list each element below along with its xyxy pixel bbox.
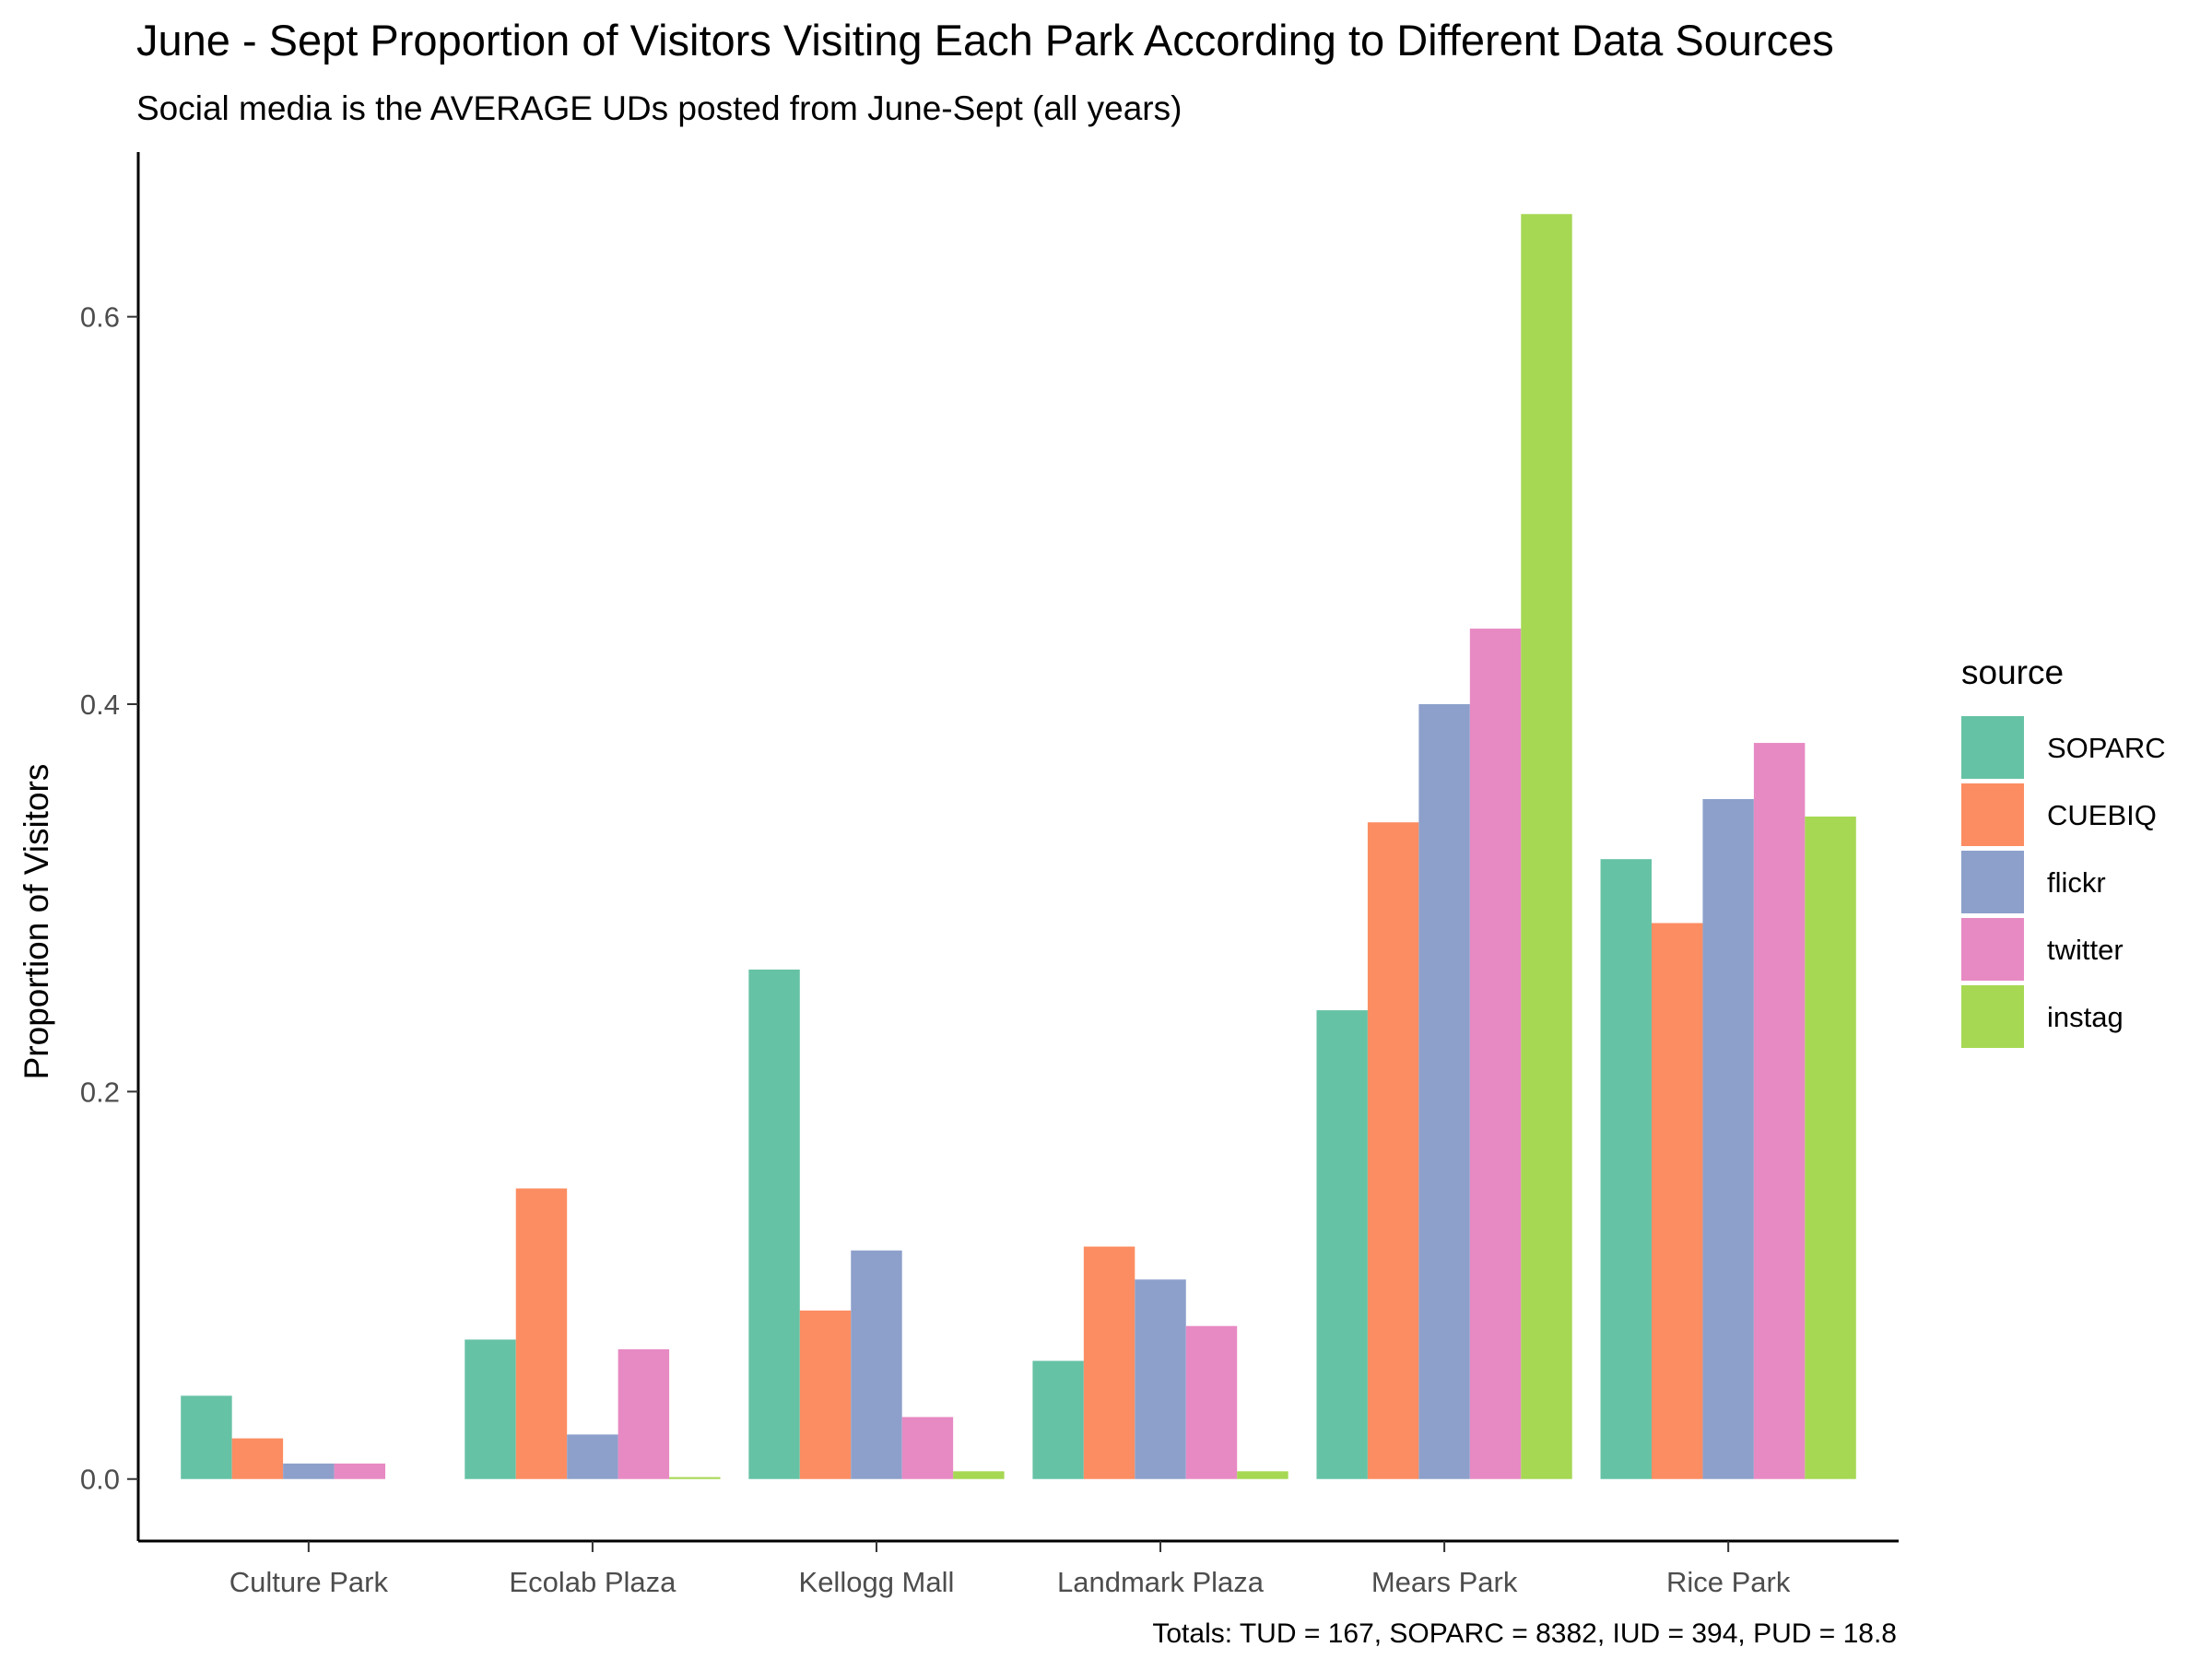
bar-twitter-landmark-plaza	[1185, 1325, 1238, 1479]
bars-layer	[181, 214, 1856, 1479]
bar-flickr-mears-park	[1418, 704, 1470, 1479]
bar-soparc-mears-park	[1316, 1010, 1368, 1479]
legend-key-cuebiq	[1961, 783, 2024, 846]
chart-subtitle: Social media is the AVERAGE UDs posted f…	[136, 89, 1182, 127]
bar-soparc-landmark-plaza	[1032, 1360, 1084, 1479]
bar-flickr-kellogg-mall	[851, 1250, 902, 1479]
bar-instag-landmark-plaza	[1237, 1471, 1288, 1479]
bar-instag-ecolab-plaza	[669, 1477, 721, 1479]
legend-key-flickr	[1961, 851, 2024, 913]
bar-cuebiq-kellogg-mall	[799, 1310, 852, 1479]
legend-label-instag: instag	[2047, 1001, 2124, 1033]
bar-cuebiq-ecolab-plaza	[515, 1188, 568, 1479]
bar-cuebiq-rice-park	[1651, 923, 1703, 1479]
x-ticks: Culture Park Ecolab Plaza Kellogg Mall Land…	[229, 1541, 1791, 1598]
legend-key-instag	[1961, 985, 2024, 1048]
bar-instag-mears-park	[1521, 214, 1572, 1479]
x-tick-label-ecolab-plaza: Ecolab Plaza	[509, 1566, 677, 1598]
legend-key-soparc	[1961, 716, 2024, 779]
bar-twitter-rice-park	[1753, 743, 1806, 1479]
x-tick-label-culture-park: Culture Park	[229, 1566, 389, 1598]
legend-title: source	[1961, 653, 2064, 691]
bar-soparc-culture-park	[181, 1395, 232, 1479]
x-tick-label-kellogg-mall: Kellogg Mall	[799, 1566, 955, 1598]
bar-cuebiq-landmark-plaza	[1083, 1246, 1135, 1479]
legend: source SOPARC CUEBIQ flickr twitter instag	[1961, 653, 2166, 1048]
bar-soparc-kellogg-mall	[748, 969, 800, 1479]
x-tick-label-landmark-plaza: Landmark Plaza	[1057, 1566, 1265, 1598]
bar-twitter-kellogg-mall	[901, 1417, 954, 1479]
bar-flickr-culture-park	[283, 1463, 335, 1479]
x-tick-label-rice-park: Rice Park	[1666, 1566, 1791, 1598]
legend-label-flickr: flickr	[2047, 866, 2106, 899]
y-ticks: 0.0 0.2 0.4 0.6	[80, 301, 138, 1496]
legend-label-twitter: twitter	[2047, 934, 2124, 966]
legend-key-twitter	[1961, 918, 2024, 981]
y-axis-label: Proportion of Visitors	[18, 764, 55, 1080]
x-tick-label-mears-park: Mears Park	[1371, 1566, 1518, 1598]
y-tick-label: 0.4	[80, 688, 120, 721]
bar-flickr-ecolab-plaza	[567, 1434, 618, 1479]
bar-instag-rice-park	[1805, 816, 1856, 1479]
chart-title: June - Sept Proportion of Visitors Visit…	[136, 16, 1834, 65]
y-tick-label: 0.0	[80, 1464, 120, 1496]
legend-label-soparc: SOPARC	[2047, 732, 2166, 764]
legend-label-cuebiq: CUEBIQ	[2047, 799, 2157, 831]
y-tick-label: 0.2	[80, 1076, 120, 1108]
bar-twitter-ecolab-plaza	[618, 1348, 670, 1479]
bar-soparc-rice-park	[1600, 859, 1652, 1479]
y-tick-label: 0.6	[80, 301, 120, 334]
bar-cuebiq-mears-park	[1367, 822, 1419, 1479]
bar-flickr-landmark-plaza	[1135, 1279, 1186, 1479]
bar-twitter-culture-park	[334, 1463, 386, 1479]
chart-caption: Totals: TUD = 167, SOPARC = 8382, IUD = …	[1152, 1618, 1897, 1649]
bar-cuebiq-culture-park	[231, 1438, 284, 1479]
bar-instag-kellogg-mall	[953, 1471, 1005, 1479]
bar-flickr-rice-park	[1702, 799, 1754, 1479]
bar-twitter-mears-park	[1469, 629, 1522, 1479]
bar-soparc-ecolab-plaza	[465, 1339, 516, 1479]
